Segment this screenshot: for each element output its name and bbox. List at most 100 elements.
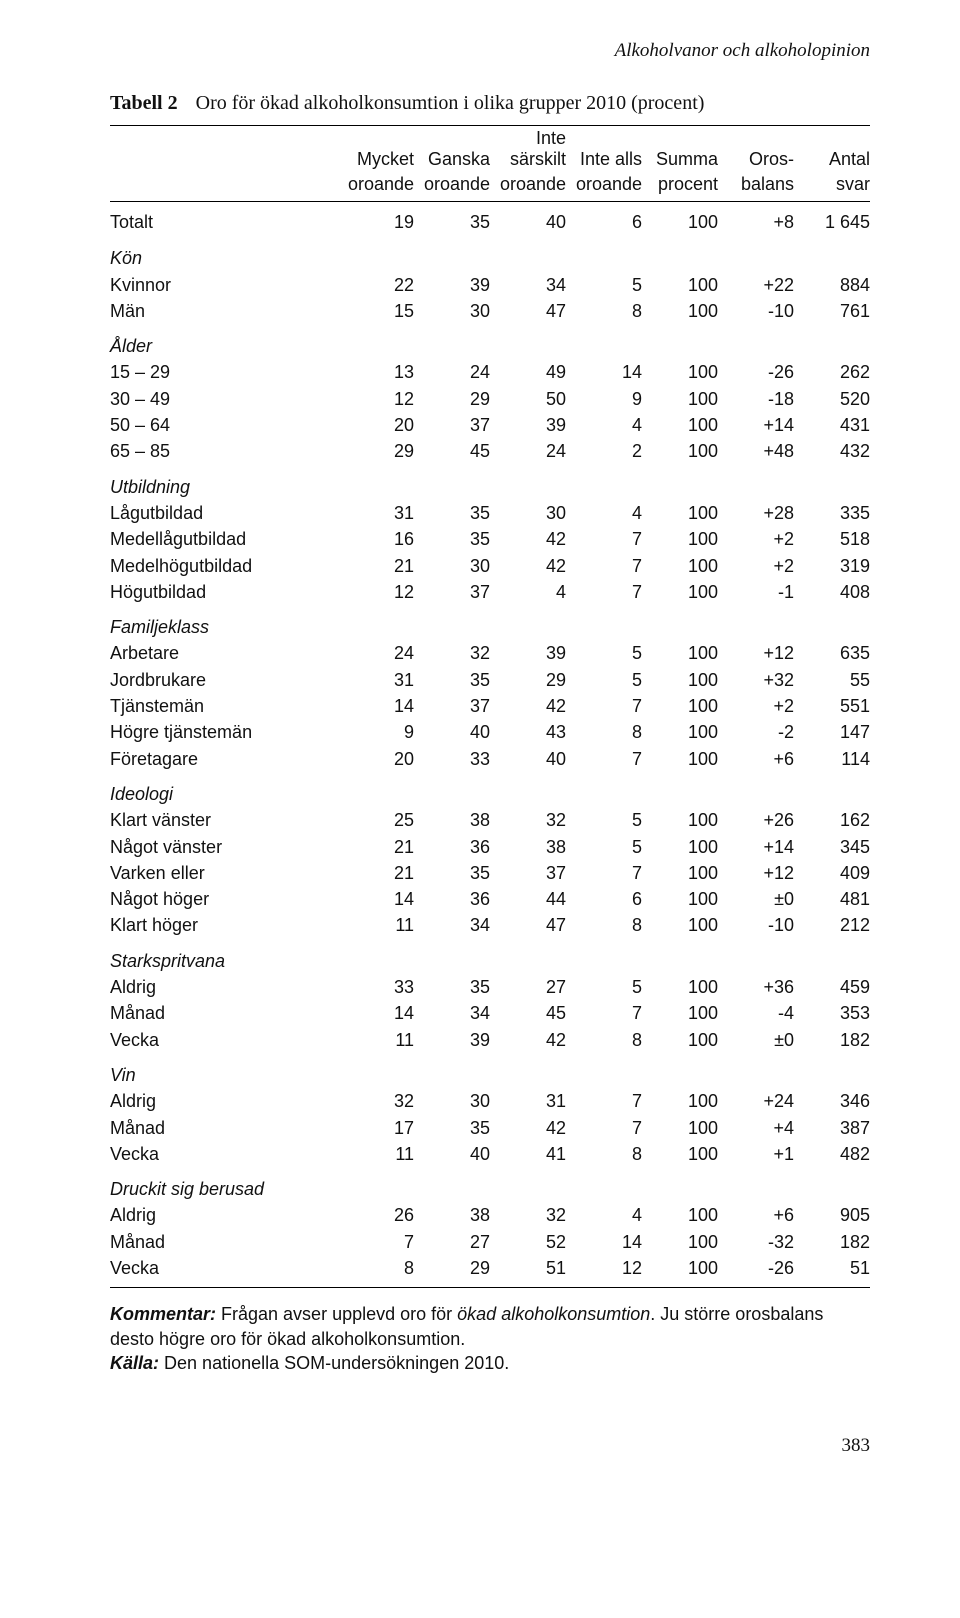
cell: 2 bbox=[566, 438, 642, 464]
cell: 34 bbox=[490, 272, 566, 298]
cell: 38 bbox=[490, 834, 566, 860]
cell: -2 bbox=[718, 719, 794, 745]
section-title: Ideologi bbox=[110, 772, 338, 807]
cell: 114 bbox=[794, 746, 870, 772]
cell: 345 bbox=[794, 834, 870, 860]
cell-empty bbox=[794, 236, 870, 271]
cell: 335 bbox=[794, 500, 870, 526]
cell: 34 bbox=[414, 912, 490, 938]
cell: 32 bbox=[414, 640, 490, 666]
cell: 100 bbox=[642, 860, 718, 886]
col-head: oroande bbox=[338, 172, 414, 202]
cell-empty bbox=[794, 324, 870, 359]
cell: 45 bbox=[490, 1000, 566, 1026]
cell: 147 bbox=[794, 719, 870, 745]
cell: 43 bbox=[490, 719, 566, 745]
row-label: 65 – 85 bbox=[110, 438, 338, 464]
cell: 14 bbox=[338, 693, 414, 719]
row-label: Vecka bbox=[110, 1141, 338, 1167]
col-head: oroande bbox=[566, 172, 642, 202]
cell: 31 bbox=[338, 667, 414, 693]
cell-empty bbox=[566, 1167, 642, 1202]
col-head: Inte alls bbox=[566, 126, 642, 173]
table-row: Något vänster2136385100+14345 bbox=[110, 834, 870, 860]
cell: 11 bbox=[338, 1141, 414, 1167]
cell: +2 bbox=[718, 553, 794, 579]
cell: 518 bbox=[794, 526, 870, 552]
section-header-row: Familjeklass bbox=[110, 605, 870, 640]
cell: 30 bbox=[414, 553, 490, 579]
cell-empty bbox=[566, 939, 642, 974]
cell: 42 bbox=[490, 526, 566, 552]
cell: +24 bbox=[718, 1088, 794, 1114]
cell: +12 bbox=[718, 860, 794, 886]
cell-empty bbox=[794, 772, 870, 807]
cell: -10 bbox=[718, 912, 794, 938]
cell-empty bbox=[566, 465, 642, 500]
cell: 41 bbox=[490, 1141, 566, 1167]
cell: 19 bbox=[338, 202, 414, 237]
cell: 21 bbox=[338, 553, 414, 579]
section-title: Utbildning bbox=[110, 465, 338, 500]
cell-empty bbox=[566, 1053, 642, 1088]
cell-empty bbox=[794, 1167, 870, 1202]
cell: 100 bbox=[642, 526, 718, 552]
cell: +36 bbox=[718, 974, 794, 1000]
cell: 24 bbox=[338, 640, 414, 666]
row-label: Månad bbox=[110, 1229, 338, 1255]
cell: 319 bbox=[794, 553, 870, 579]
cell: 37 bbox=[414, 693, 490, 719]
row-label: 30 – 49 bbox=[110, 386, 338, 412]
row-label: Klart vänster bbox=[110, 807, 338, 833]
cell: +6 bbox=[718, 746, 794, 772]
col-head: oroande bbox=[490, 172, 566, 202]
row-label: Månad bbox=[110, 1115, 338, 1141]
cell: 761 bbox=[794, 298, 870, 324]
cell: 35 bbox=[414, 974, 490, 1000]
cell-empty bbox=[414, 772, 490, 807]
cell: 100 bbox=[642, 1088, 718, 1114]
cell-empty bbox=[642, 324, 718, 359]
cell: 7 bbox=[566, 553, 642, 579]
table-row: Högutbildad123747100-1408 bbox=[110, 579, 870, 605]
cell: 5 bbox=[566, 272, 642, 298]
row-label: Tjänstemän bbox=[110, 693, 338, 719]
col-head: Summa bbox=[642, 126, 718, 173]
cell: 32 bbox=[490, 1202, 566, 1228]
cell: 4 bbox=[566, 412, 642, 438]
cell: ±0 bbox=[718, 886, 794, 912]
cell-empty bbox=[414, 605, 490, 640]
cell: 25 bbox=[338, 807, 414, 833]
cell: 17 bbox=[338, 1115, 414, 1141]
cell-empty bbox=[338, 605, 414, 640]
cell: 26 bbox=[338, 1202, 414, 1228]
cell: 27 bbox=[414, 1229, 490, 1255]
cell: 5 bbox=[566, 834, 642, 860]
cell: 32 bbox=[490, 807, 566, 833]
cell: 37 bbox=[490, 860, 566, 886]
cell: +1 bbox=[718, 1141, 794, 1167]
cell-empty bbox=[718, 772, 794, 807]
cell: 100 bbox=[642, 912, 718, 938]
cell: 14 bbox=[566, 359, 642, 385]
cell: 8 bbox=[338, 1255, 414, 1281]
row-label: Medellågutbildad bbox=[110, 526, 338, 552]
row-label: Medelhögutbildad bbox=[110, 553, 338, 579]
cell: 35 bbox=[414, 500, 490, 526]
cell: 38 bbox=[414, 807, 490, 833]
cell-empty bbox=[718, 465, 794, 500]
section-title: Kön bbox=[110, 236, 338, 271]
table-row: Män1530478100-10761 bbox=[110, 298, 870, 324]
cell-empty bbox=[718, 1053, 794, 1088]
cell: 100 bbox=[642, 553, 718, 579]
table-row: Jordbrukare3135295100+3255 bbox=[110, 667, 870, 693]
cell: 37 bbox=[414, 412, 490, 438]
cell: 8 bbox=[566, 298, 642, 324]
cell: 11 bbox=[338, 1027, 414, 1053]
cell: 409 bbox=[794, 860, 870, 886]
cell-empty bbox=[414, 465, 490, 500]
table-row: 50 – 642037394100+14431 bbox=[110, 412, 870, 438]
cell: 905 bbox=[794, 1202, 870, 1228]
row-label: Högutbildad bbox=[110, 579, 338, 605]
col-head: svar bbox=[794, 172, 870, 202]
